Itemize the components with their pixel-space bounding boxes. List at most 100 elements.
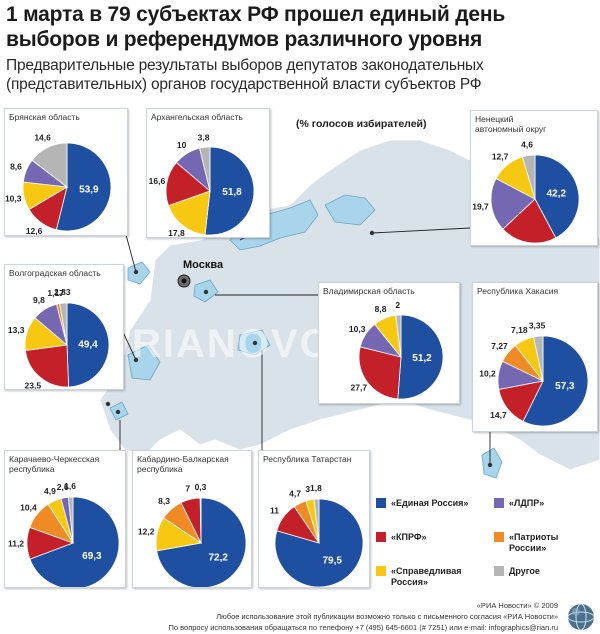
legend-swatch [494, 532, 504, 542]
pie-title: Республика Хакасия [477, 286, 559, 296]
pie-title: Брянская область [9, 112, 80, 122]
pie-value-label: 10,3 [5, 194, 22, 204]
pie-slice-kprf [358, 346, 402, 400]
pie-title: Кабардино-Балкарская республика [137, 454, 229, 474]
legend-label: Другое [509, 566, 540, 576]
pie-chart: 51,8 17,8 16,6 10 3,8 [149, 132, 255, 237]
pie-title: Архангельская область [151, 112, 243, 122]
pie-card-khakassia: Республика Хакасия 57,3 14,7 10,2 7,27 7,18 3… [472, 282, 598, 432]
pie-value-label: 42,2 [547, 189, 567, 200]
highlight-bryansk [127, 261, 151, 285]
footer-contact: По вопросу использования обращаться по т… [168, 623, 558, 632]
pie-slice-united-russia [204, 146, 255, 236]
pie-chart: 57,3 14,7 10,2 7,277,18 3,35 [479, 320, 589, 427]
legend-swatch [494, 566, 504, 576]
pie-chart: 72,2 12,2 8,3 7 0,3 [138, 482, 247, 587]
pie-card-vladimir: Владимирская область 51,2 27,7 10,3 8,8 2 [318, 282, 460, 404]
legend-item-united-russia: «Единая Россия» [376, 498, 488, 509]
pie-title: Волгоградская область [9, 268, 101, 278]
pie-card-arkhangelsk: Архангельская область 51,8 17,8 16,6 10 3,8 [146, 108, 270, 238]
pie-value-label: 7,18 [511, 325, 528, 335]
pie-value-label: 2,6 [57, 482, 69, 492]
pie-value-label: 27,7 [351, 382, 368, 392]
pie-value-label: 17,8 [168, 228, 185, 237]
pie-value-label: 9,8 [33, 295, 45, 305]
pie-value-label: 12,2 [138, 527, 155, 537]
pie-slice-other [313, 498, 320, 544]
pie-chart: 42,220,819,712,74,6 [472, 140, 580, 244]
pie-value-label: 12,6 [26, 226, 43, 235]
footer-usage: Любое использование этой публикации возм… [216, 612, 558, 621]
pie-value-label: 7 [185, 484, 190, 494]
pie-slice-ldpr [490, 177, 536, 230]
highlight-nenets [324, 194, 376, 226]
pie-slice-united-russia [522, 335, 589, 427]
pie-slice-other [199, 146, 211, 192]
pie-slice-united-russia [55, 142, 112, 232]
pie-value-label: 16,6 [149, 176, 166, 186]
pie-value-label: 72,2 [208, 553, 228, 564]
pie-chart: 53,9 12,6 10,3 8,6 14,6 [5, 133, 112, 235]
pie-title: Карачаево-Черкесская республика [9, 454, 100, 474]
pie-value-label: 8,8 [375, 304, 387, 314]
legend-swatch [376, 498, 386, 508]
pie-value-label: 1,17 [47, 288, 64, 298]
moscow-label: Москва [183, 259, 224, 271]
legend-item-ldpr: «ЛДПР» [494, 498, 594, 509]
pie-value-label: 13,3 [8, 325, 25, 335]
pie-value-label: 3 [305, 484, 310, 494]
pie-value-label: 10,4 [20, 503, 37, 513]
moscow-marker [177, 274, 191, 288]
pie-value-label: 51,2 [412, 353, 432, 364]
legend-label: «ЛДПР» [509, 498, 545, 508]
pie-chart: 49,4 23,5 13,3 9,81,172,83 [8, 287, 110, 389]
pie-card-tatarstan: Республика Татарстан 79,5 11 4,7 3 1,8 [258, 450, 370, 588]
pie-slice-kprf [165, 161, 211, 207]
pie-title: Ненецкий автономный округ [475, 114, 547, 134]
pie-chart: 69,3 11,2 10,4 4,9 2,61,6 [8, 481, 120, 587]
pie-slice-other [67, 496, 74, 544]
legend-label: «КПРФ» [391, 532, 427, 542]
ria-globe-logo [567, 603, 595, 631]
pie-value-label: 10,3 [349, 324, 366, 334]
pie-value-label: 8,6 [10, 161, 22, 171]
percent-note: (% голосов избирателей) [296, 118, 427, 130]
pie-value-label: 2,83 [54, 287, 71, 297]
pie-value-label: 4,9 [44, 486, 56, 496]
pie-slice-other [31, 142, 68, 188]
pie-slice-kprf [24, 344, 69, 388]
pie-value-label: 4,6 [521, 140, 533, 150]
pie-slice-united-russia [66, 302, 110, 388]
pie-value-label: 8,3 [158, 496, 170, 506]
legend-swatch [494, 498, 504, 508]
pie-value-label: 53,9 [79, 185, 99, 196]
legend-label: «Единая Россия» [391, 498, 469, 508]
pie-card-volgograd: Волгоградская область 49,4 23,5 13,3 9,8 1,1… [4, 264, 124, 390]
pie-value-label: 69,3 [82, 551, 102, 562]
pie-title: Владимирская область [323, 286, 415, 296]
pie-value-label: 2 [395, 300, 400, 310]
highlight-volgograd [127, 344, 161, 381]
pie-slice-just-russia [167, 190, 211, 236]
pie-value-label: 3,35 [529, 320, 546, 330]
pie-value-label: 0,3 [195, 482, 207, 492]
pie-value-label: 10 [177, 140, 187, 150]
page-subtitle: Предварительные результаты выборов депут… [6, 57, 484, 93]
pie-slice-other [199, 497, 202, 544]
pie-slice-other [521, 154, 536, 200]
pie-card-bryansk: Брянская область 53,9 12,6 10,3 8,6 14,6 [4, 108, 128, 236]
legend-item-other: Другое [494, 566, 594, 577]
pie-value-label: 1,8 [310, 483, 322, 493]
page-title: 1 марта в 79 субъектах РФ прошел единый … [6, 3, 506, 51]
pie-value-label: 1,6 [64, 481, 76, 491]
pie-slice-other [395, 314, 402, 358]
legend: «Единая Россия» «ЛДПР» «КПРФ» «Патриоты … [376, 498, 596, 590]
pie-card-nenets: Ненецкий автономный округ 42,220,819,712… [470, 110, 598, 246]
pie-card-kchr: Карачаево-Черкесская республика 69,3 11,2… [4, 450, 126, 588]
pie-value-label: 19,7 [472, 201, 489, 211]
pie-value-label: 14,6 [34, 133, 51, 143]
legend-swatch [376, 566, 386, 576]
pie-chart: 79,5 11 4,7 3 1,8 [270, 483, 364, 587]
pie-slice-united-russia [29, 496, 120, 587]
